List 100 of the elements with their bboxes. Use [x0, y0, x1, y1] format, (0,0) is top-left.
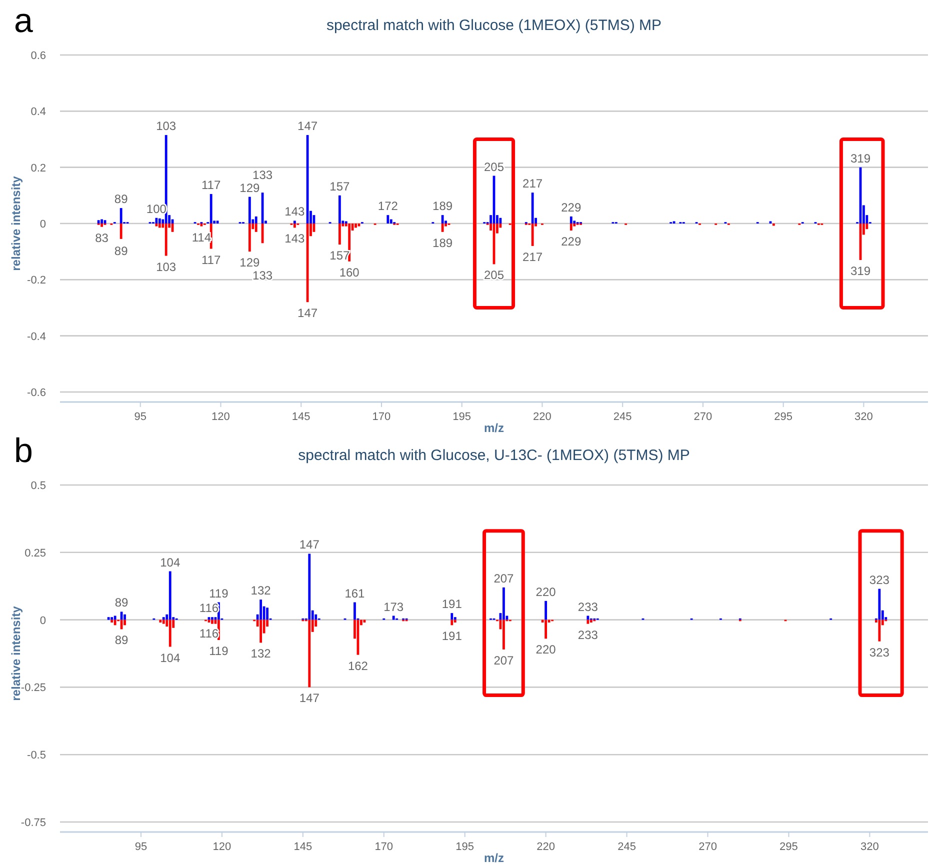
bar	[878, 588, 881, 620]
bar	[100, 224, 103, 227]
text: b	[14, 432, 33, 470]
bar	[308, 554, 311, 620]
bar	[531, 192, 534, 224]
bar	[168, 571, 172, 620]
text: a	[14, 2, 33, 40]
annotation: 104	[160, 555, 180, 570]
bar	[158, 224, 161, 228]
x-tick-label: 195	[456, 841, 474, 853]
x-tick-label: 145	[294, 841, 312, 853]
annotation: 89	[114, 633, 129, 648]
annotation: 189	[432, 236, 453, 250]
annotation: 229	[561, 200, 582, 214]
annotation: 220	[536, 584, 556, 599]
bar	[248, 196, 251, 224]
x-tick-label: 170	[372, 411, 391, 423]
annotation: 319	[850, 151, 871, 166]
y-tick-label: 0.6	[30, 50, 46, 62]
bar	[502, 620, 505, 650]
y-tick-label: -0.5	[27, 750, 46, 762]
bar	[164, 224, 168, 256]
annotation: 191	[442, 629, 462, 644]
annotation: 117	[202, 252, 221, 267]
annotation: 189	[432, 199, 453, 214]
bar	[211, 620, 214, 624]
annotation: 89	[114, 596, 129, 610]
bar	[120, 224, 122, 239]
y-tick-label: 0	[40, 614, 46, 627]
annotation: 119	[209, 644, 229, 658]
y-tick-label: -0.75	[20, 817, 46, 829]
y-tick-label: -0.25	[20, 682, 46, 694]
bar	[441, 224, 444, 232]
bar	[159, 620, 162, 622]
annotation: 205	[484, 160, 504, 174]
annotation: 157	[330, 179, 350, 194]
bar	[338, 224, 341, 245]
annotation: 104	[160, 650, 180, 665]
annotation: 233	[578, 600, 598, 614]
x-tick-label: 120	[212, 841, 232, 853]
x-tick-label: 220	[536, 841, 555, 853]
annotation: 233	[578, 628, 598, 642]
y-tick-label: 0.2	[30, 162, 46, 174]
annotation: 89	[114, 244, 128, 258]
annotation: 147	[299, 691, 320, 706]
x-tick-label: 270	[698, 841, 717, 853]
x-tick-label: 320	[854, 411, 873, 423]
bar	[573, 220, 576, 224]
annotation: 129	[240, 180, 260, 195]
annotation: 207	[494, 571, 514, 586]
bar	[573, 224, 576, 226]
annotation: 207	[494, 653, 514, 668]
x-tick-label: 295	[774, 411, 793, 423]
annotation: 319	[850, 264, 871, 278]
y-tick-label: 0	[40, 218, 46, 230]
y-tick-label: -0.4	[27, 330, 46, 343]
annotation: 147	[298, 119, 318, 134]
bar	[544, 600, 548, 620]
bar	[878, 620, 881, 642]
bar	[155, 218, 158, 224]
annotation: 143	[284, 232, 306, 246]
bar	[266, 608, 268, 620]
annotation: 162	[348, 658, 368, 673]
bar	[314, 614, 318, 620]
x-tick-label: 120	[212, 411, 230, 423]
annotation: 133	[252, 268, 273, 283]
bar	[110, 617, 114, 620]
annotation: 147	[298, 306, 318, 320]
x-tick-label: 95	[134, 411, 146, 423]
x-tick-label: 270	[694, 411, 712, 423]
y-tick-label: -0.6	[27, 387, 46, 399]
x-tick-label: 195	[452, 411, 472, 423]
bar	[570, 224, 572, 231]
bar	[293, 224, 296, 228]
y-axis-title: relative intensity	[9, 176, 23, 271]
bar	[155, 224, 158, 226]
x-tick-label: 245	[618, 841, 636, 853]
bar	[338, 195, 341, 224]
bar	[586, 616, 590, 620]
annotation: 83	[95, 230, 109, 245]
annotation: 161	[344, 586, 366, 600]
bar	[308, 620, 311, 688]
bar	[248, 224, 251, 252]
bar	[570, 216, 572, 224]
annotation: 229	[561, 234, 582, 249]
bar	[390, 219, 392, 224]
annotation: 119	[209, 586, 229, 600]
bar	[348, 224, 351, 262]
bar	[97, 220, 100, 224]
y-tick-label: -0.2	[27, 274, 46, 287]
x-tick-label: 320	[860, 841, 879, 853]
annotation: 132	[250, 646, 272, 661]
bar	[162, 617, 165, 620]
annotation: 117	[202, 178, 221, 192]
annotation: 103	[156, 119, 176, 134]
y-tick-label: 0.25	[24, 547, 46, 560]
x-tick-label: 145	[292, 411, 310, 423]
bar	[544, 620, 548, 639]
annotation: 173	[384, 600, 404, 614]
annotation: 89	[114, 192, 128, 206]
